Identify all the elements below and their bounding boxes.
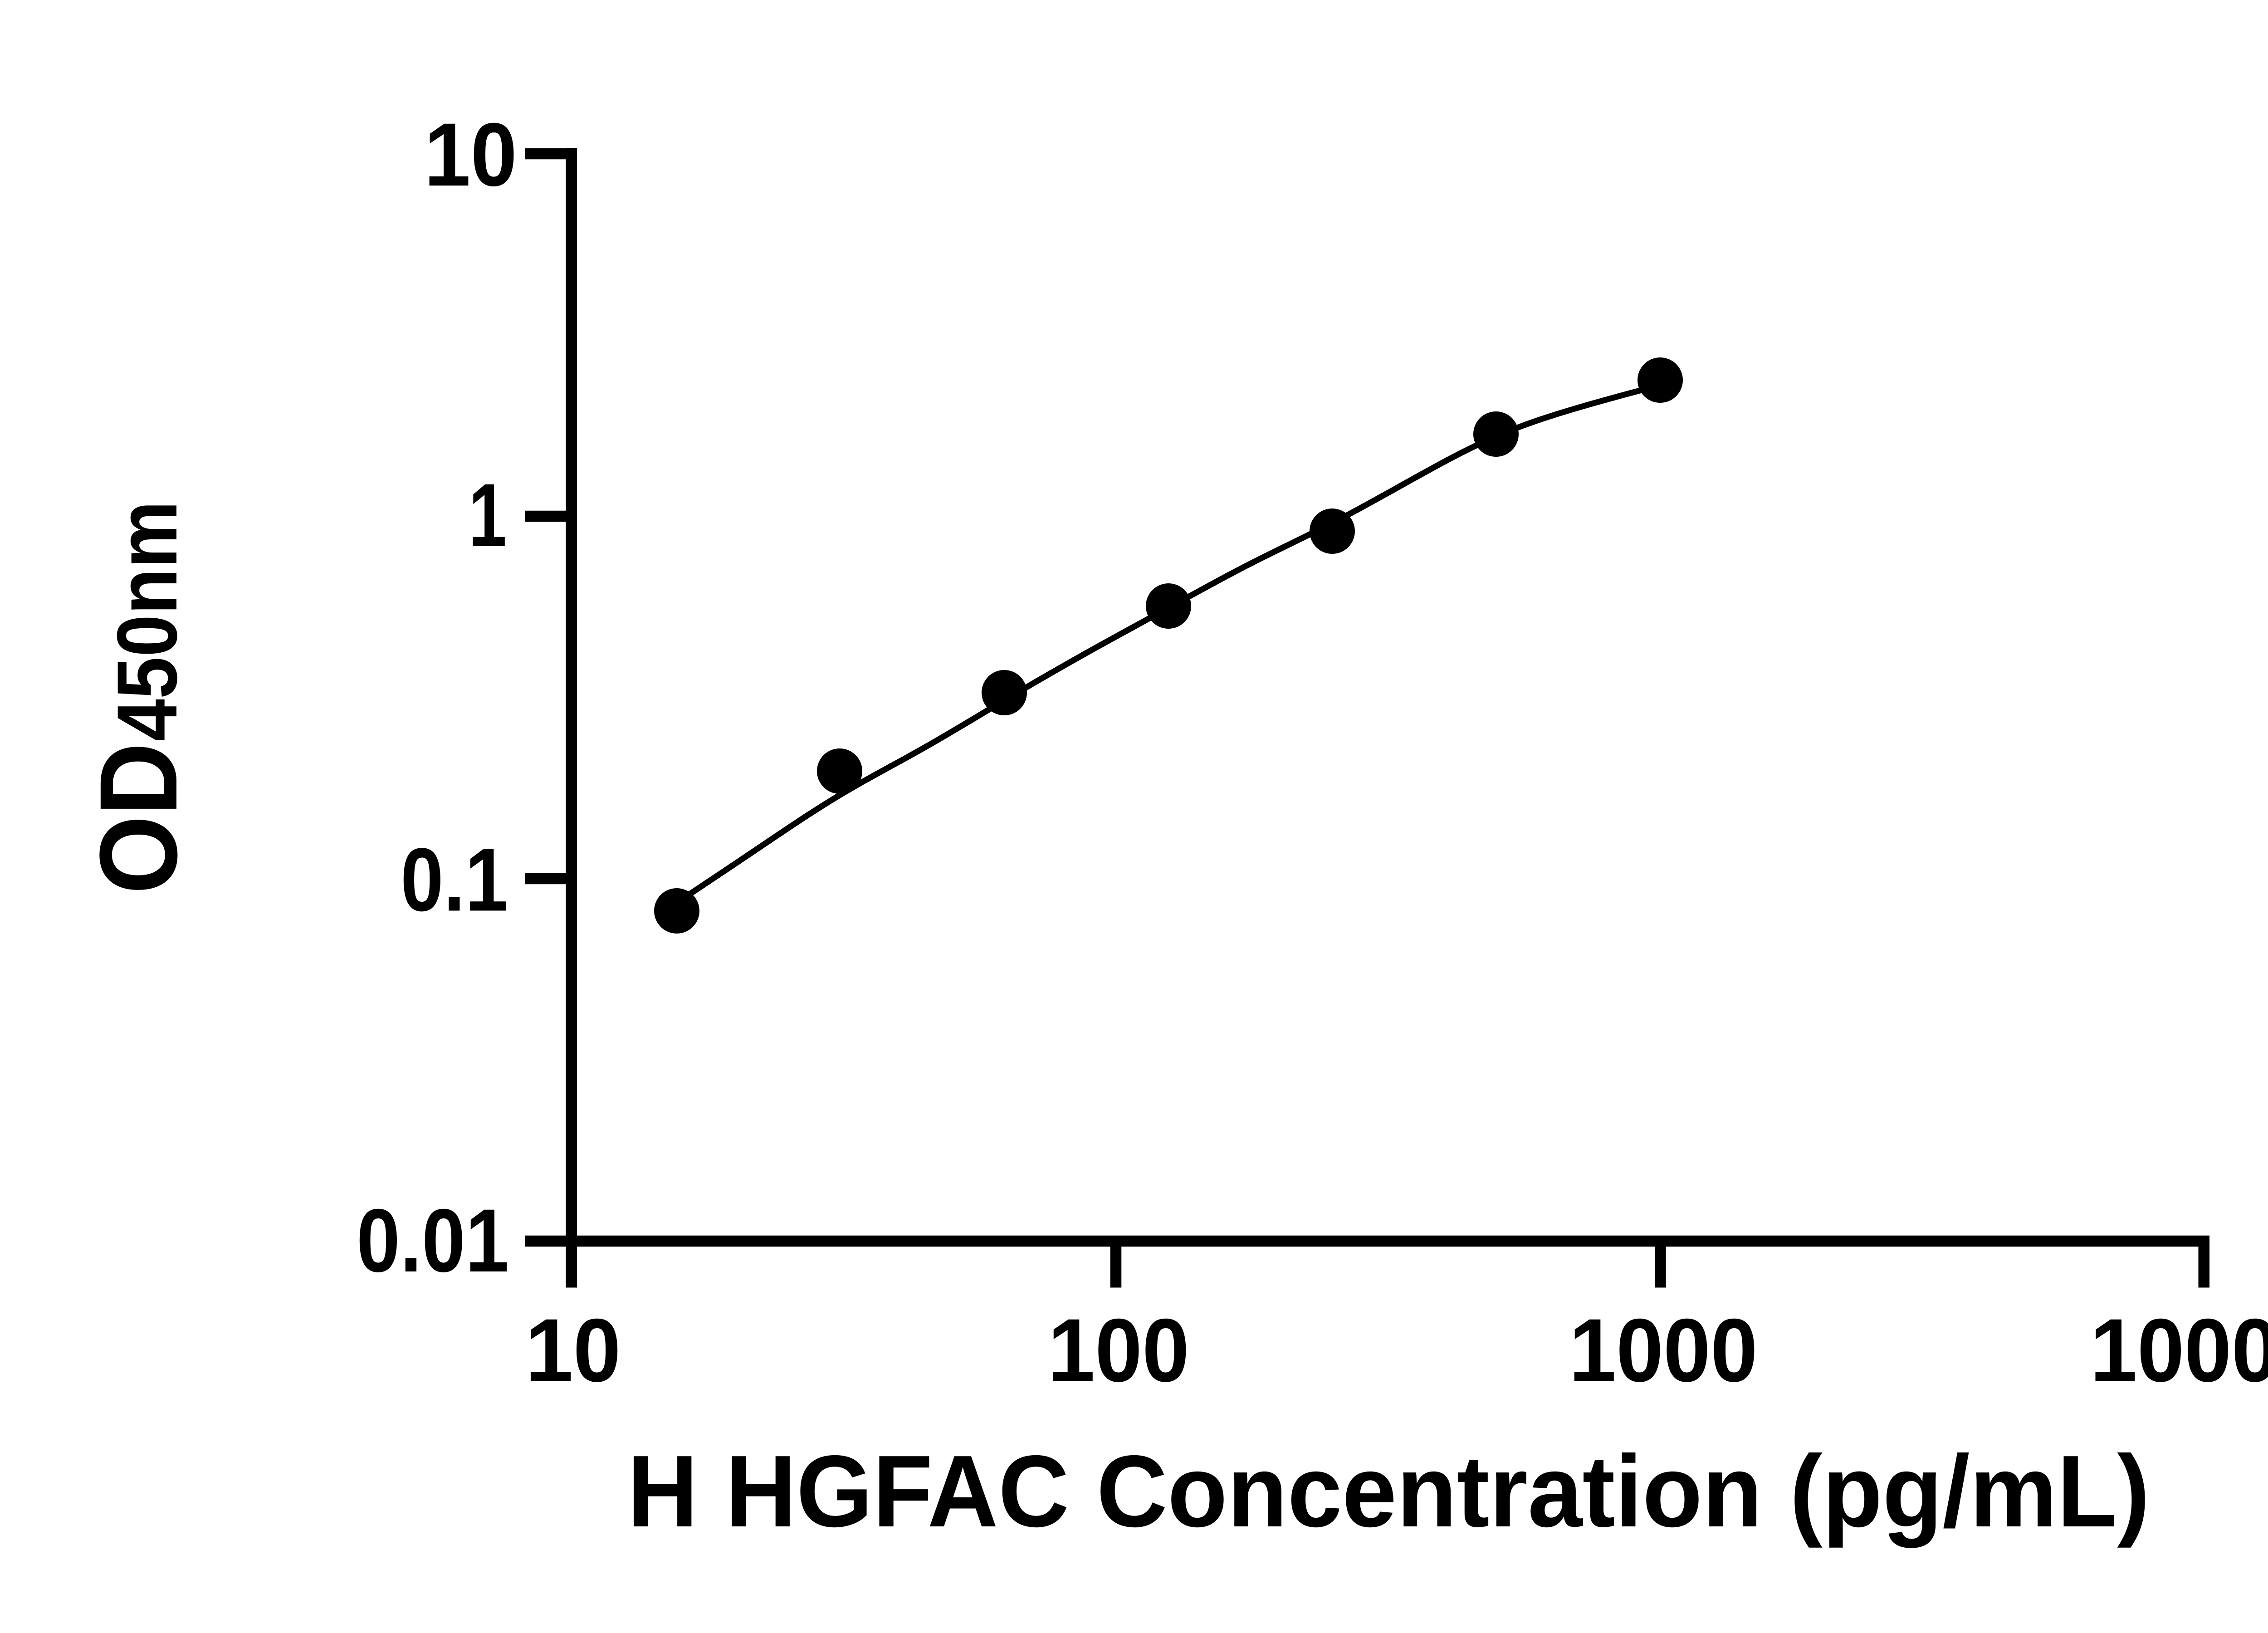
svg-text:1000: 1000: [1569, 1300, 1758, 1400]
svg-text:10: 10: [424, 104, 517, 205]
svg-text:0.1: 0.1: [401, 830, 508, 930]
svg-text:10: 10: [525, 1300, 621, 1400]
svg-text:0.01: 0.01: [357, 1190, 509, 1291]
svg-text:100: 100: [1048, 1300, 1189, 1400]
svg-text:450nm: 450nm: [99, 501, 195, 741]
svg-text:H HGFAC Concentration (pg/mL): H HGFAC Concentration (pg/mL): [627, 1434, 2150, 1548]
svg-text:OD: OD: [77, 743, 200, 894]
svg-text:10000: 10000: [2090, 1300, 2268, 1400]
svg-text:1: 1: [469, 465, 507, 565]
